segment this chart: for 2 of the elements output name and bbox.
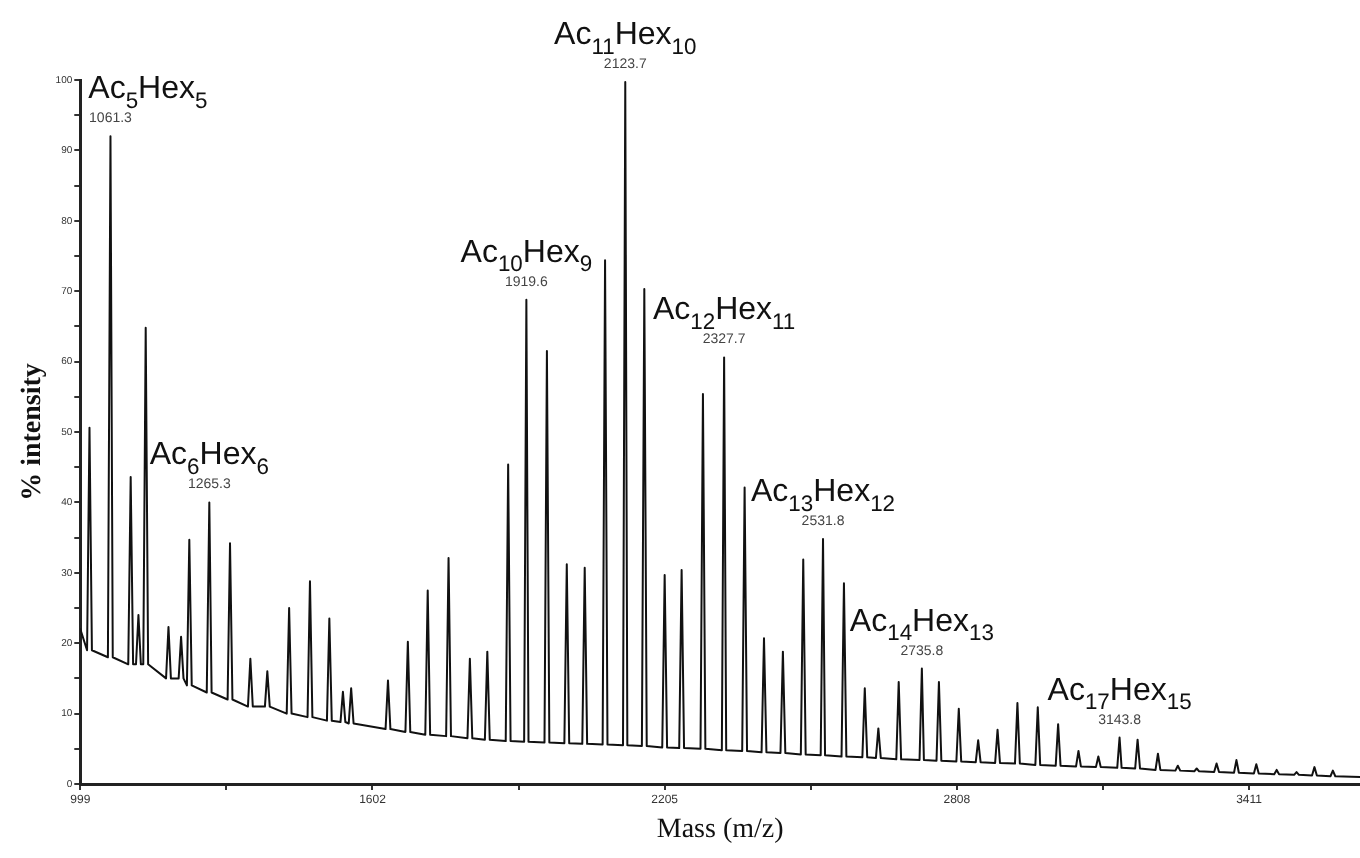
x-axis-title: Mass (m/z) — [656, 814, 785, 845]
y-axis-title: % intensity — [18, 363, 49, 501]
